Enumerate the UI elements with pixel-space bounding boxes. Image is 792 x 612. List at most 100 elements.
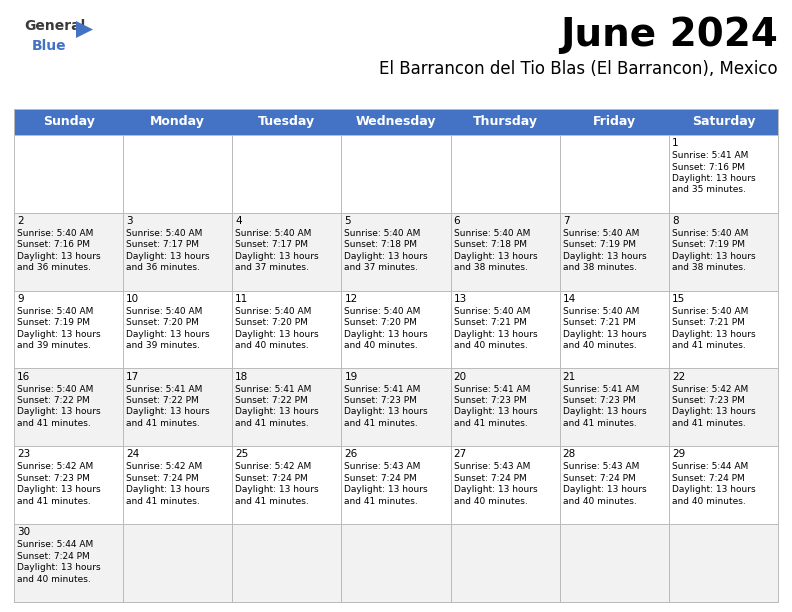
- Text: 3: 3: [126, 216, 133, 226]
- Text: Sunset: 7:18 PM: Sunset: 7:18 PM: [454, 241, 527, 249]
- Text: Daylight: 13 hours: Daylight: 13 hours: [672, 485, 756, 494]
- Text: Daylight: 13 hours: Daylight: 13 hours: [235, 485, 319, 494]
- Text: Sunset: 7:23 PM: Sunset: 7:23 PM: [672, 396, 744, 405]
- Text: Daylight: 13 hours: Daylight: 13 hours: [672, 330, 756, 338]
- Text: 24: 24: [126, 449, 139, 460]
- Text: Daylight: 13 hours: Daylight: 13 hours: [562, 408, 646, 417]
- Text: and 37 minutes.: and 37 minutes.: [345, 263, 418, 272]
- Text: 15: 15: [672, 294, 685, 304]
- Text: 8: 8: [672, 216, 679, 226]
- Text: Sunrise: 5:41 AM: Sunrise: 5:41 AM: [672, 151, 748, 160]
- Text: 25: 25: [235, 449, 249, 460]
- Text: Sunset: 7:19 PM: Sunset: 7:19 PM: [562, 241, 636, 249]
- Text: Daylight: 13 hours: Daylight: 13 hours: [17, 408, 101, 417]
- Text: Sunrise: 5:43 AM: Sunrise: 5:43 AM: [562, 462, 639, 471]
- Text: Thursday: Thursday: [473, 116, 538, 129]
- Text: and 40 minutes.: and 40 minutes.: [17, 575, 91, 584]
- Text: Sunset: 7:17 PM: Sunset: 7:17 PM: [126, 241, 199, 249]
- Text: Daylight: 13 hours: Daylight: 13 hours: [672, 408, 756, 417]
- Text: Daylight: 13 hours: Daylight: 13 hours: [562, 252, 646, 261]
- Text: 10: 10: [126, 294, 139, 304]
- Text: Sunday: Sunday: [43, 116, 94, 129]
- Bar: [14, 135, 778, 213]
- Text: General: General: [24, 19, 86, 33]
- Text: Wednesday: Wednesday: [356, 116, 436, 129]
- Text: Sunrise: 5:43 AM: Sunrise: 5:43 AM: [345, 462, 421, 471]
- Text: and 41 minutes.: and 41 minutes.: [345, 497, 418, 506]
- Text: Sunrise: 5:41 AM: Sunrise: 5:41 AM: [235, 384, 312, 394]
- Bar: [14, 368, 778, 446]
- Text: Daylight: 13 hours: Daylight: 13 hours: [126, 408, 210, 417]
- Text: and 38 minutes.: and 38 minutes.: [454, 263, 527, 272]
- Text: Sunset: 7:23 PM: Sunset: 7:23 PM: [454, 396, 527, 405]
- Text: Sunset: 7:19 PM: Sunset: 7:19 PM: [17, 318, 90, 327]
- Text: 20: 20: [454, 371, 466, 381]
- Text: Sunset: 7:21 PM: Sunset: 7:21 PM: [562, 318, 636, 327]
- Text: 4: 4: [235, 216, 242, 226]
- Text: and 41 minutes.: and 41 minutes.: [126, 497, 200, 506]
- Text: and 38 minutes.: and 38 minutes.: [562, 263, 637, 272]
- Text: 21: 21: [562, 371, 576, 381]
- Text: Daylight: 13 hours: Daylight: 13 hours: [454, 485, 537, 494]
- Text: Sunrise: 5:40 AM: Sunrise: 5:40 AM: [672, 307, 748, 316]
- Text: Sunrise: 5:43 AM: Sunrise: 5:43 AM: [454, 462, 530, 471]
- Text: Sunrise: 5:42 AM: Sunrise: 5:42 AM: [672, 384, 748, 394]
- Text: Daylight: 13 hours: Daylight: 13 hours: [672, 252, 756, 261]
- Text: Sunset: 7:24 PM: Sunset: 7:24 PM: [345, 474, 417, 483]
- Text: Sunrise: 5:44 AM: Sunrise: 5:44 AM: [672, 462, 748, 471]
- Text: Sunset: 7:21 PM: Sunset: 7:21 PM: [672, 318, 744, 327]
- Text: Sunset: 7:24 PM: Sunset: 7:24 PM: [235, 474, 308, 483]
- Text: Sunset: 7:20 PM: Sunset: 7:20 PM: [126, 318, 199, 327]
- Text: Sunset: 7:24 PM: Sunset: 7:24 PM: [454, 474, 527, 483]
- Text: and 41 minutes.: and 41 minutes.: [454, 419, 527, 428]
- Text: Daylight: 13 hours: Daylight: 13 hours: [345, 485, 428, 494]
- Text: Sunrise: 5:40 AM: Sunrise: 5:40 AM: [454, 229, 530, 238]
- Text: Sunrise: 5:40 AM: Sunrise: 5:40 AM: [126, 229, 203, 238]
- Text: Sunset: 7:17 PM: Sunset: 7:17 PM: [235, 241, 308, 249]
- Text: Monday: Monday: [150, 116, 205, 129]
- Text: Sunset: 7:23 PM: Sunset: 7:23 PM: [17, 474, 89, 483]
- Text: Daylight: 13 hours: Daylight: 13 hours: [235, 408, 319, 417]
- Text: Sunrise: 5:42 AM: Sunrise: 5:42 AM: [17, 462, 93, 471]
- Text: 13: 13: [454, 294, 466, 304]
- Text: 22: 22: [672, 371, 685, 381]
- Text: and 36 minutes.: and 36 minutes.: [17, 263, 91, 272]
- Text: and 39 minutes.: and 39 minutes.: [126, 341, 200, 350]
- Text: Sunrise: 5:40 AM: Sunrise: 5:40 AM: [17, 307, 93, 316]
- Text: and 40 minutes.: and 40 minutes.: [672, 497, 745, 506]
- Text: 9: 9: [17, 294, 24, 304]
- Text: 16: 16: [17, 371, 30, 381]
- Text: 30: 30: [17, 527, 30, 537]
- Text: and 40 minutes.: and 40 minutes.: [235, 341, 309, 350]
- Text: and 40 minutes.: and 40 minutes.: [562, 341, 637, 350]
- Text: and 39 minutes.: and 39 minutes.: [17, 341, 91, 350]
- Bar: [14, 213, 778, 291]
- Text: Sunset: 7:24 PM: Sunset: 7:24 PM: [126, 474, 199, 483]
- Text: Sunrise: 5:40 AM: Sunrise: 5:40 AM: [345, 229, 421, 238]
- Text: and 40 minutes.: and 40 minutes.: [454, 341, 527, 350]
- Text: 11: 11: [235, 294, 249, 304]
- Text: Friday: Friday: [592, 116, 636, 129]
- Text: Sunset: 7:24 PM: Sunset: 7:24 PM: [17, 551, 89, 561]
- Text: and 41 minutes.: and 41 minutes.: [562, 419, 637, 428]
- Text: Sunset: 7:20 PM: Sunset: 7:20 PM: [345, 318, 417, 327]
- Text: Sunset: 7:24 PM: Sunset: 7:24 PM: [562, 474, 635, 483]
- Text: Sunrise: 5:42 AM: Sunrise: 5:42 AM: [126, 462, 203, 471]
- Text: and 35 minutes.: and 35 minutes.: [672, 185, 746, 195]
- Text: Sunset: 7:21 PM: Sunset: 7:21 PM: [454, 318, 527, 327]
- Text: and 40 minutes.: and 40 minutes.: [345, 341, 418, 350]
- Text: Daylight: 13 hours: Daylight: 13 hours: [17, 330, 101, 338]
- Text: 28: 28: [562, 449, 576, 460]
- Text: Daylight: 13 hours: Daylight: 13 hours: [345, 408, 428, 417]
- Text: and 41 minutes.: and 41 minutes.: [235, 419, 309, 428]
- Text: Blue: Blue: [32, 39, 67, 53]
- Text: Sunset: 7:16 PM: Sunset: 7:16 PM: [672, 163, 744, 171]
- Text: 29: 29: [672, 449, 685, 460]
- Text: and 40 minutes.: and 40 minutes.: [562, 497, 637, 506]
- Text: Sunrise: 5:40 AM: Sunrise: 5:40 AM: [562, 229, 639, 238]
- Text: 5: 5: [345, 216, 351, 226]
- Text: and 41 minutes.: and 41 minutes.: [235, 497, 309, 506]
- Text: Sunrise: 5:41 AM: Sunrise: 5:41 AM: [345, 384, 421, 394]
- Text: Sunrise: 5:41 AM: Sunrise: 5:41 AM: [562, 384, 639, 394]
- Text: Daylight: 13 hours: Daylight: 13 hours: [17, 563, 101, 572]
